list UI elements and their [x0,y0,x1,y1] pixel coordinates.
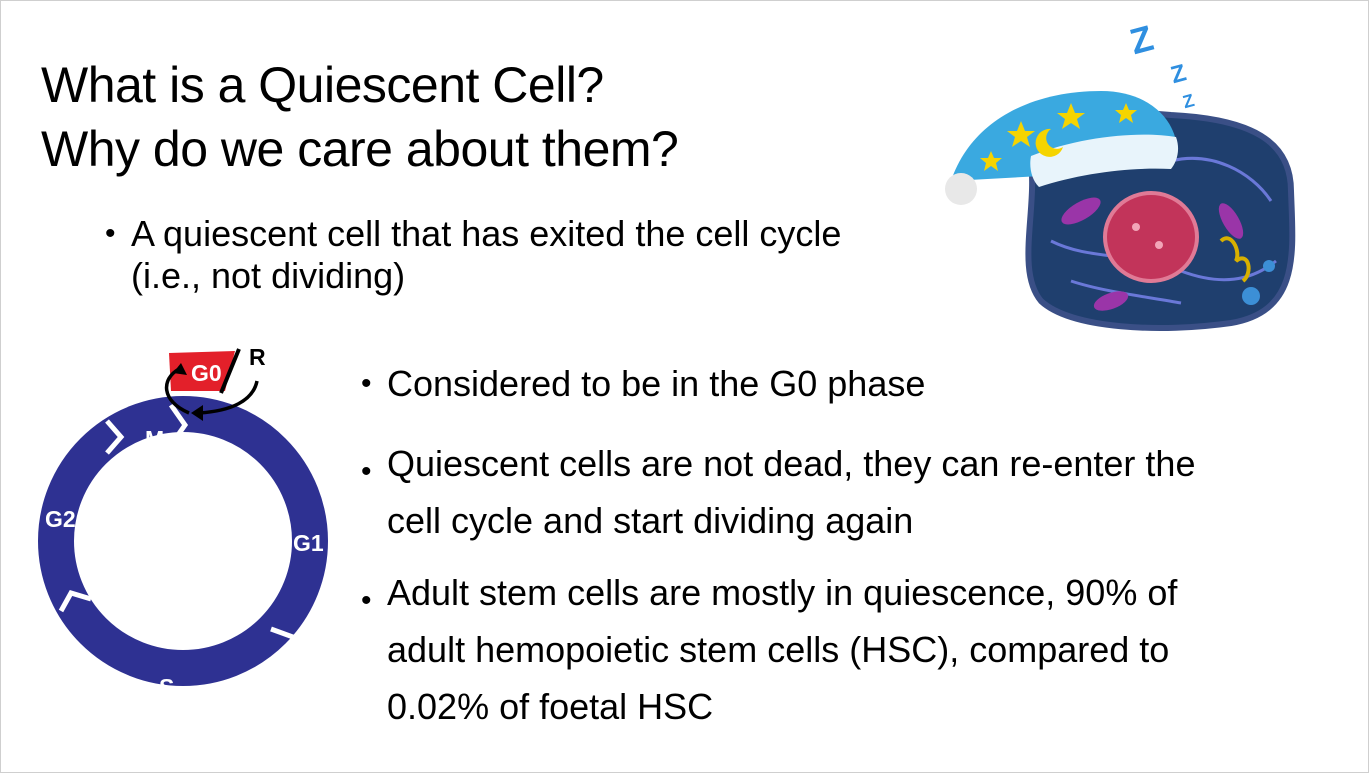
sleeping-cell-illustration: Z Z Z [945,17,1296,331]
moon-icon [1035,128,1063,157]
star-icon [980,151,1002,171]
star-icon [1115,103,1137,123]
nucleus [1103,191,1199,283]
night-cap-pompom [945,173,977,205]
bullet-g0-phase: • Considered to be in the G0 phase [361,363,1327,405]
golgi [1219,236,1251,283]
star-icon [1007,121,1035,147]
title-line-2: Why do we care about them? [41,121,679,177]
bullet-stem-cells: • Adult stem cells are mostly in quiesce… [361,564,1327,735]
phase-divider [105,419,125,455]
phase-label-g1: G1 [293,530,324,556]
arrowhead-icon [173,363,187,375]
bullet-quiescent-definition: • A quiescent cell that has exited the c… [105,213,951,297]
nucleolus [1132,223,1140,231]
phase-label-s: S [159,674,174,700]
phase-label-m: M [145,426,164,452]
mitochondrion [1218,203,1244,239]
cell-cycle-diagram: G0 R M G1 S G2 [38,344,328,700]
bullet-text-line: cell cycle and start dividing again [387,500,914,541]
g0-flag [169,351,235,391]
sleep-letter: Z [1126,17,1158,62]
nucleolus [1155,241,1163,249]
bullet-text-line: Adult stem cells are mostly in quiescenc… [387,572,1178,613]
arrow-from-g0 [198,380,259,415]
title-line-1: What is a Quiescent Cell? [41,57,604,113]
bullet-text-line: adult hemopoietic stem cells (HSC), comp… [387,629,1170,670]
phase-label-g0: G0 [191,360,222,386]
sleep-letter: Z [1168,59,1189,89]
star-icon [1057,103,1085,129]
arrowhead-icon [191,405,203,421]
restriction-label: R [249,344,266,370]
mitochondrion [1061,197,1101,225]
vesicle [1263,260,1275,272]
cell-cycle-ring [38,396,328,686]
sleep-letter: Z [1181,90,1197,112]
bullet-text-line: Considered to be in the G0 phase [387,363,926,404]
bullet-not-dead: • Quiescent cells are not dead, they can… [361,435,1327,549]
bullet-dot: • [361,455,372,488]
bullet-dot: • [361,367,372,400]
bullet-text-line: A quiescent cell that has exited the cel… [131,213,842,254]
bullet-text-line: 0.02% of foetal HSC [387,686,714,727]
vesicle [1242,287,1260,305]
bullet-dot: • [105,217,116,250]
night-cap-band [1030,134,1179,187]
slide-title: What is a Quiescent Cell? Why do we care… [41,53,679,181]
bullet-dot: • [361,584,372,617]
phase-divider [58,590,92,613]
restriction-point-line [219,348,241,394]
phase-label-g2: G2 [45,506,76,532]
bullet-text-line: Quiescent cells are not dead, they can r… [387,443,1196,484]
bullet-text-line: (i.e., not dividing) [131,255,406,296]
phase-divider [168,403,189,447]
mitochondrion [1093,291,1129,311]
phase-divider [270,626,298,660]
